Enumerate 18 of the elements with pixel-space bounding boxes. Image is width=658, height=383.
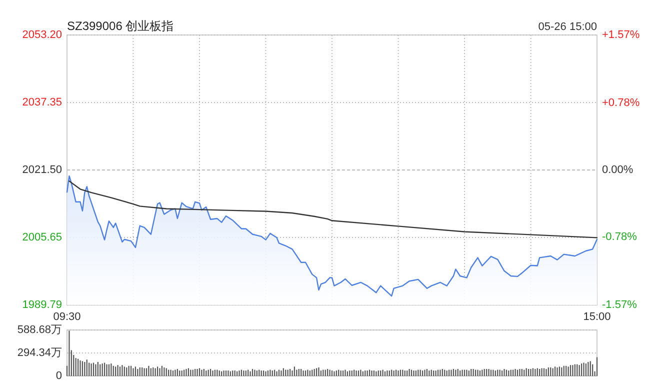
y2-tick-label: +0.78% bbox=[602, 96, 640, 109]
y-tick-label: 294.34万 bbox=[17, 346, 62, 359]
y-tick-label: 2053.20 bbox=[22, 28, 62, 41]
y2-tick-label: 0.00% bbox=[602, 164, 634, 176]
y-tick-label: 588.68万 bbox=[17, 324, 62, 336]
line-series bbox=[68, 180, 598, 238]
x-tick-label: 09:30 bbox=[53, 310, 81, 323]
y2-tick-label: -1.57% bbox=[602, 298, 638, 311]
y2-tick-label: -0.78% bbox=[602, 230, 638, 243]
y-tick-label: 0 bbox=[56, 370, 62, 382]
y-tick-label: 2005.65 bbox=[22, 231, 62, 244]
chart-title: SZ399006 创业板指 bbox=[67, 19, 174, 34]
y2-tick-label: +1.57% bbox=[602, 28, 640, 41]
y-tick-label: 2021.50 bbox=[22, 164, 62, 176]
y-tick-label: 1989.79 bbox=[22, 298, 62, 311]
text: 05-26 15:00 bbox=[538, 20, 597, 33]
y-tick-label: 2037.35 bbox=[22, 96, 62, 108]
x-tick-label: 15:00 bbox=[583, 310, 611, 323]
